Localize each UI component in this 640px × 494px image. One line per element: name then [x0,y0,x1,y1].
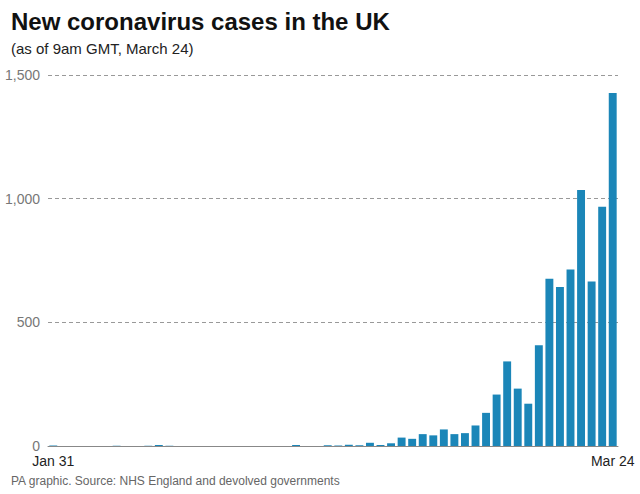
svg-text:0: 0 [32,438,40,454]
svg-text:Mar 24: Mar 24 [591,453,635,469]
svg-text:500: 500 [17,314,41,330]
svg-text:New coronavirus cases in the U: New coronavirus cases in the UK [11,8,390,35]
svg-text:(as of 9am GMT, March 24): (as of 9am GMT, March 24) [11,40,194,57]
svg-text:1,500: 1,500 [5,67,40,83]
svg-text:Jan 31: Jan 31 [32,453,74,469]
svg-text:PA graphic. Source: NHS Englan: PA graphic. Source: NHS England and devo… [11,474,340,488]
svg-text:1,000: 1,000 [5,191,40,207]
